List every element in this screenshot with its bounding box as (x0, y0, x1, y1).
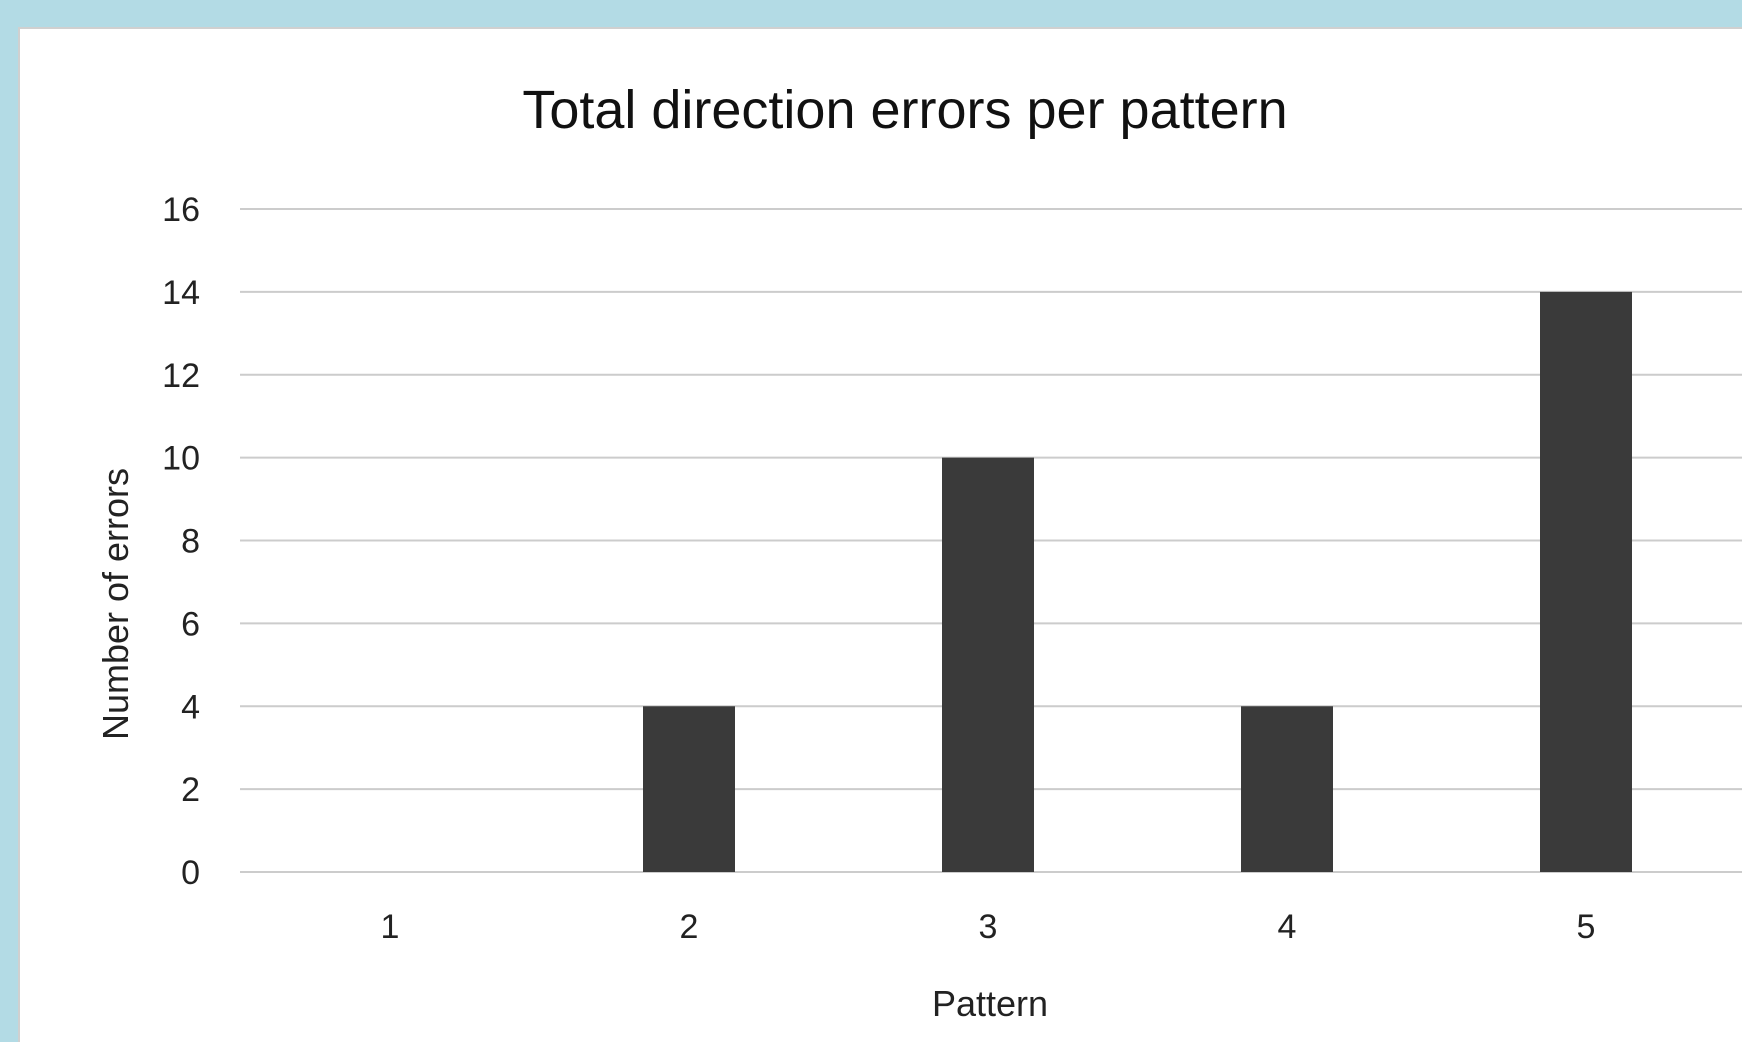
x-tick-label: 1 (381, 908, 400, 946)
y-tick-label: 4 (181, 688, 200, 726)
x-tick-label: 5 (1577, 908, 1596, 946)
y-tick-label: 8 (181, 523, 200, 561)
bar-pattern-5 (1540, 291, 1632, 872)
x-axis-title: Pattern (932, 983, 1048, 1024)
y-tick-label: 10 (162, 440, 200, 478)
y-tick-label: 0 (181, 854, 200, 892)
bar-pattern-4 (1241, 706, 1333, 872)
x-tick-label: 2 (680, 908, 699, 946)
chart-title: Total direction errors per pattern (522, 80, 1287, 140)
bar-pattern-3 (942, 457, 1034, 872)
y-tick-label: 12 (162, 357, 200, 395)
y-tick-label: 6 (181, 605, 200, 643)
x-tick-label: 4 (1278, 908, 1297, 946)
y-tick-label: 16 (162, 191, 200, 229)
y-tick-label: 2 (181, 771, 200, 809)
y-axis-ticks: 0 2 4 6 8 10 12 14 16 (162, 191, 200, 892)
bars (643, 291, 1632, 872)
x-axis-ticks: 1 2 3 4 5 (381, 908, 1596, 946)
x-tick-label: 3 (979, 908, 998, 946)
bar-pattern-2 (643, 706, 735, 872)
y-axis-title: Number of errors (95, 468, 136, 740)
y-tick-label: 14 (162, 274, 200, 312)
